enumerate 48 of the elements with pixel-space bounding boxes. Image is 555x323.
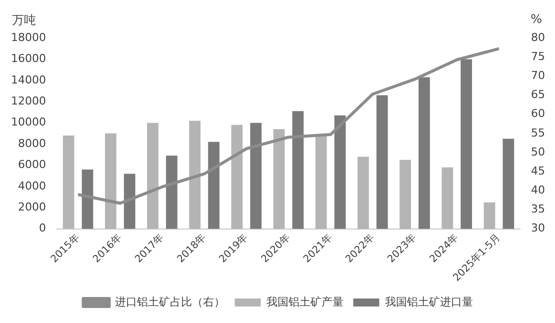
y2-tick-label: 75 <box>531 50 546 63</box>
bar <box>502 138 514 229</box>
bar <box>189 120 201 229</box>
bar <box>62 136 74 229</box>
y-tick-label: 0 <box>38 222 46 235</box>
y-axis-title: 万吨 <box>12 12 36 29</box>
bar <box>334 115 346 229</box>
y2-tick-label: 50 <box>531 145 546 158</box>
bar <box>315 134 327 229</box>
bar <box>460 59 472 229</box>
bar <box>484 202 496 229</box>
y-tick-label: 12000 <box>10 94 46 108</box>
y-tick-label: 18000 <box>10 30 46 44</box>
bar <box>376 95 388 229</box>
y-tick-label: 8000 <box>18 136 46 150</box>
y2-tick-label: 65 <box>531 88 546 102</box>
y-tick-label: 10000 <box>10 116 46 129</box>
y2-tick-label: 45 <box>531 164 546 178</box>
bar <box>418 77 430 229</box>
bar <box>292 111 304 229</box>
y2-tick-label: 80 <box>531 30 546 44</box>
y-tick-label: 6000 <box>18 158 46 172</box>
y2-tick-label: 40 <box>531 184 546 197</box>
y2-tick-label: 70 <box>531 69 546 82</box>
bar <box>250 122 262 229</box>
y-tick-label: 16000 <box>10 52 46 66</box>
bar <box>442 167 454 229</box>
legend-label: 进口铝土矿占比（右） <box>114 295 225 308</box>
bar <box>208 142 220 229</box>
y2-tick-label: 55 <box>531 126 546 140</box>
bar <box>358 156 369 229</box>
y2-tick-label: 35 <box>531 202 546 216</box>
bar <box>400 160 411 229</box>
legend-label: 我国铝土矿产量 <box>266 295 344 308</box>
bar <box>82 169 94 229</box>
y-tick-label: 14000 <box>10 73 46 86</box>
bar <box>147 122 158 229</box>
y-tick-label: 2000 <box>18 200 46 214</box>
bar <box>273 129 285 229</box>
y2-tick-label: 60 <box>531 107 546 120</box>
bar <box>231 124 243 229</box>
legend-label: 我国铝土矿进口量 <box>384 295 473 308</box>
bar <box>104 133 116 229</box>
bar <box>166 156 178 229</box>
y-tick-label: 4000 <box>18 179 46 192</box>
bar <box>124 174 136 229</box>
y2-axis-title: % <box>530 12 542 26</box>
y2-tick-label: 30 <box>531 222 546 235</box>
